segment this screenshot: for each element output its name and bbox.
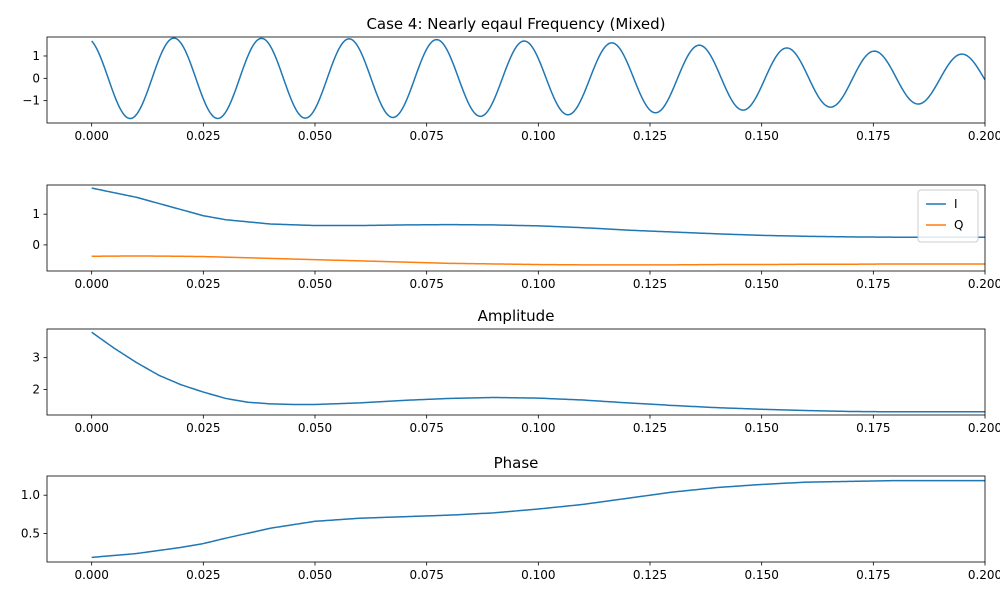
legend-label-I: I [954, 197, 958, 211]
y-tick-label: 0 [32, 71, 40, 85]
axes-2: 0.000 0.025 0.050 0.075 0.100 0.125 0.150 0.175… [32, 184, 1000, 291]
y-tick-label: 2 [32, 383, 40, 397]
x-tick-label: 0.125 [633, 129, 667, 143]
x-tick-label: 0.200 [968, 277, 1000, 291]
legend-box [917, 189, 979, 243]
x-tick-label: 0.025 [186, 129, 220, 143]
x-tick-label: 0.000 [74, 277, 108, 291]
series-line-I [91, 187, 985, 238]
x-tick-label: 0.125 [633, 277, 667, 291]
x-tick-label: 0.100 [521, 421, 555, 435]
x-tick-label: 0.200 [968, 129, 1000, 143]
y-tick-label: −1 [22, 94, 40, 108]
x-tick-label: 0.050 [298, 129, 332, 143]
legend: IQ [917, 189, 979, 243]
x-tick-label: 0.025 [186, 421, 220, 435]
x-tick-label: 0.075 [409, 421, 443, 435]
y-tick-label: 0 [32, 238, 40, 252]
x-tick-label: 0.175 [856, 277, 890, 291]
series-line [91, 37, 985, 120]
x-tick-label: 0.075 [409, 568, 443, 582]
y-tick-label: 1.0 [21, 488, 40, 502]
chart-title: Phase [494, 454, 539, 472]
axes-1: Case 4: Nearly eqaul Frequency (Mixed) 0.… [22, 15, 1000, 143]
chart-title: Case 4: Nearly eqaul Frequency (Mixed) [366, 15, 665, 33]
x-tick-label: 0.175 [856, 568, 890, 582]
x-tick-label: 0.075 [409, 277, 443, 291]
x-tick-label: 0.175 [856, 129, 890, 143]
series-line-Q [91, 255, 985, 266]
axes-frame [46, 328, 986, 416]
legend-label-Q: Q [954, 218, 963, 232]
x-tick-label: 0.100 [521, 129, 555, 143]
axes-frame [46, 36, 986, 124]
y-tick-label: 1 [32, 207, 40, 221]
axes-4: Phase 0.000 0.025 0.050 0.075 0.100 0.125 0.150… [21, 454, 1000, 582]
x-tick-label: 0.150 [744, 129, 778, 143]
series-line [91, 331, 985, 413]
y-tick-label: 0.5 [21, 527, 40, 541]
x-tick-label: 0.100 [521, 277, 555, 291]
x-tick-label: 0.125 [633, 568, 667, 582]
y-tick-label: 1 [32, 49, 40, 63]
x-tick-label: 0.125 [633, 421, 667, 435]
x-tick-label: 0.100 [521, 568, 555, 582]
x-tick-label: 0.000 [74, 568, 108, 582]
x-tick-label: 0.200 [968, 421, 1000, 435]
axes-frame [46, 475, 986, 563]
series-line [91, 479, 985, 559]
x-tick-label: 0.000 [74, 421, 108, 435]
x-tick-label: 0.150 [744, 568, 778, 582]
axes-3: Amplitude 0.000 0.025 0.050 0.075 0.100 0.125 0… [32, 307, 1000, 435]
axes-frame [46, 184, 986, 272]
x-tick-label: 0.175 [856, 421, 890, 435]
y-tick-label: 3 [32, 351, 40, 365]
x-tick-label: 0.025 [186, 568, 220, 582]
x-tick-label: 0.050 [298, 568, 332, 582]
x-tick-label: 0.050 [298, 277, 332, 291]
x-tick-label: 0.150 [744, 421, 778, 435]
x-tick-label: 0.000 [74, 129, 108, 143]
chart-title: Amplitude [478, 307, 555, 325]
x-tick-label: 0.050 [298, 421, 332, 435]
x-tick-label: 0.150 [744, 277, 778, 291]
x-tick-label: 0.075 [409, 129, 443, 143]
x-tick-label: 0.025 [186, 277, 220, 291]
x-tick-label: 0.200 [968, 568, 1000, 582]
